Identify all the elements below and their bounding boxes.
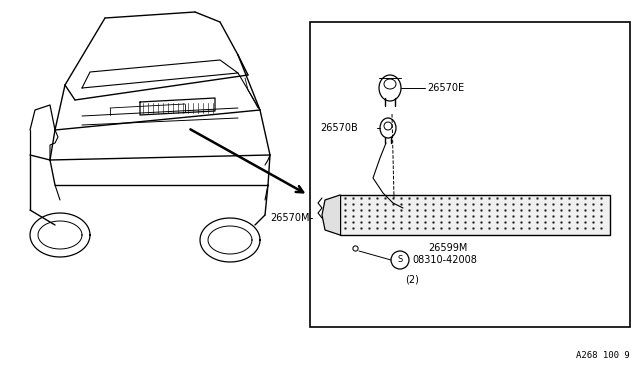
Text: 26599M: 26599M xyxy=(428,243,468,253)
Text: 26570M: 26570M xyxy=(270,213,310,223)
Text: 08310-42008: 08310-42008 xyxy=(412,255,477,265)
Bar xyxy=(340,195,610,235)
Text: S: S xyxy=(397,256,403,264)
Text: 26570B: 26570B xyxy=(321,123,358,133)
Bar xyxy=(310,22,630,327)
Text: (2): (2) xyxy=(405,275,419,285)
Text: A268 100 9: A268 100 9 xyxy=(576,351,630,360)
Text: 26570E: 26570E xyxy=(427,83,464,93)
Polygon shape xyxy=(322,195,340,235)
